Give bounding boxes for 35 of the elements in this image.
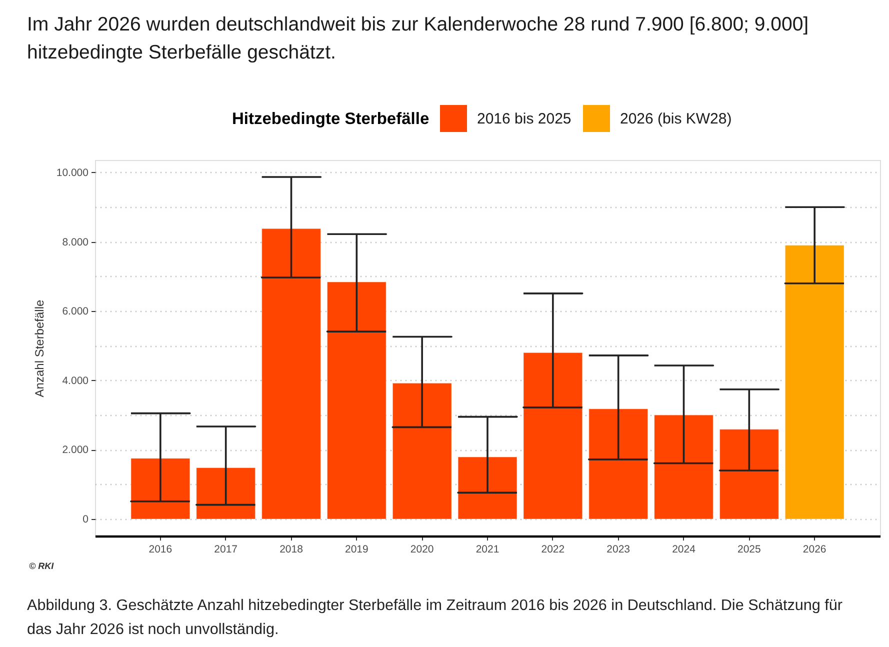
x-tick-label: 2020 (410, 544, 434, 556)
x-tick-label: 2023 (606, 544, 630, 556)
x-tick-label: 2017 (214, 544, 238, 556)
y-tick-label: 2.000 (62, 444, 89, 456)
bar (392, 382, 452, 520)
bar (326, 282, 386, 520)
bar (130, 458, 190, 520)
bar (719, 428, 779, 520)
bar (523, 352, 583, 520)
y-axis-title: Anzahl Sterbefälle (32, 299, 46, 398)
x-tick-label: 2024 (672, 544, 696, 556)
bar (654, 414, 714, 520)
y-tick-label: 10.000 (56, 166, 89, 179)
x-tick-label: 2018 (280, 544, 304, 556)
text: Abbildung 3. Geschätzte Anzahl hitzebedingter Sterbefälle im Zeitraum 2016 bis 2026 in Deutschland. Die Schätzung für das Jahr 2026 ist noch unvollständig. (27, 597, 842, 638)
y-tick-label: 8.000 (62, 236, 89, 248)
chart-title: Im Jahr 2026 wurden deutschlandweit bis zur Kalenderwoche 28 rund 7.900 [6.800; 9.000] hitzebedingte Sterbefälle geschätzt. (27, 14, 809, 64)
legend-title: Hitzebedingte Sterbefälle (232, 110, 430, 128)
y-tick-label: 0 (82, 514, 89, 526)
legend-label: 2026 (bis KW28) (620, 110, 732, 128)
bar (588, 408, 648, 520)
bar (784, 244, 844, 520)
x-tick-label: 2019 (344, 544, 369, 556)
x-tick-label: 2026 (802, 544, 826, 556)
y-tick-label: 4.000 (62, 374, 89, 387)
x-tick-label: 2022 (541, 544, 565, 556)
bar (458, 456, 518, 520)
x-tick-label: 2025 (737, 544, 762, 556)
x-tick-label: 2021 (476, 544, 500, 556)
x-tick-label: 2016 (148, 544, 172, 556)
bar (262, 228, 321, 520)
text: © RKI (29, 561, 54, 571)
legend-label: 2016 bis 2025 (477, 110, 572, 128)
y-tick-label: 6.000 (62, 306, 89, 318)
bar (196, 467, 256, 520)
